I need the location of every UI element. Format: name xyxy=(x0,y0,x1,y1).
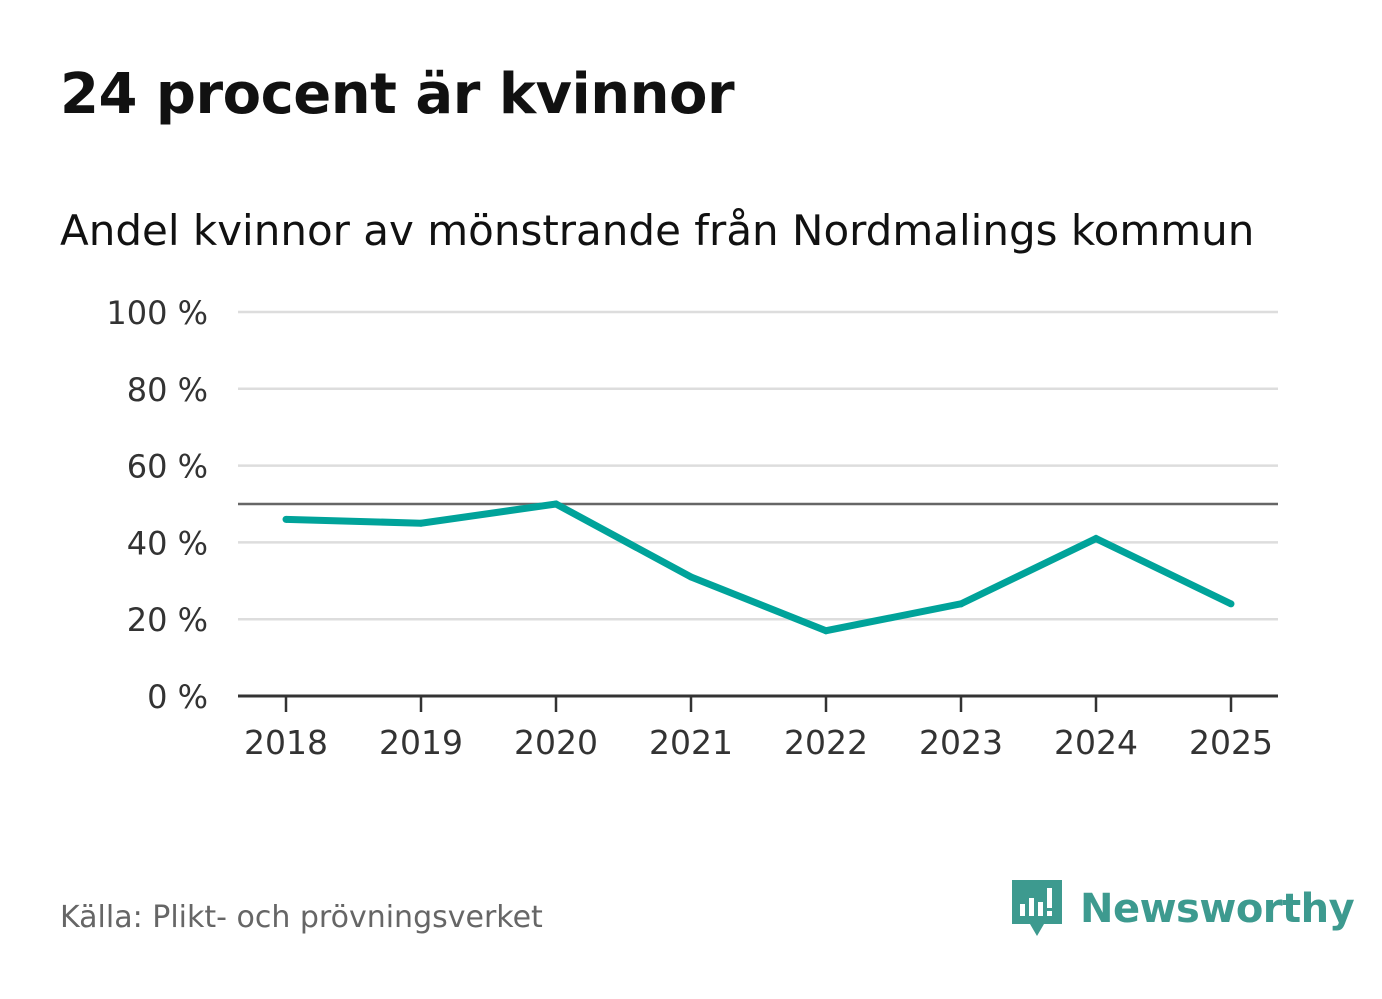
x-tick-label: 2022 xyxy=(784,723,868,762)
data-point xyxy=(1092,535,1100,543)
newsworthy-logo-icon xyxy=(1012,880,1062,936)
data-point xyxy=(282,515,290,523)
x-tick-label: 2019 xyxy=(379,723,463,762)
brand-name: Newsworthy xyxy=(1080,886,1355,932)
x-tick-label: 2018 xyxy=(244,723,328,762)
y-tick-label: 80 % xyxy=(127,371,208,409)
series-line xyxy=(285,500,1233,635)
data-point xyxy=(957,600,965,608)
y-tick-label: 40 % xyxy=(127,524,208,562)
source-note: Källa: Plikt- och prövningsverket xyxy=(60,900,543,935)
x-tick-label: 2025 xyxy=(1189,723,1273,762)
data-point xyxy=(822,627,830,635)
data-point xyxy=(552,500,560,508)
data-point xyxy=(417,519,425,527)
x-tick-label: 2024 xyxy=(1054,723,1138,762)
x-tick-label: 2023 xyxy=(919,723,1003,762)
x-tick-label: 2020 xyxy=(514,723,598,762)
x-tick-label: 2021 xyxy=(649,723,733,762)
y-tick-label: 100 % xyxy=(106,294,208,332)
chart-subtitle: Andel kvinnor av mönstrande från Nordmal… xyxy=(60,206,1255,255)
data-point xyxy=(1227,600,1235,608)
y-tick-label: 0 % xyxy=(147,678,208,716)
y-tick-label: 20 % xyxy=(127,601,208,639)
y-tick-label: 60 % xyxy=(127,448,208,486)
newsworthy-logo: Newsworthy xyxy=(1010,878,1355,940)
data-point xyxy=(687,573,695,581)
chart-title: 24 procent är kvinnor xyxy=(60,62,735,127)
